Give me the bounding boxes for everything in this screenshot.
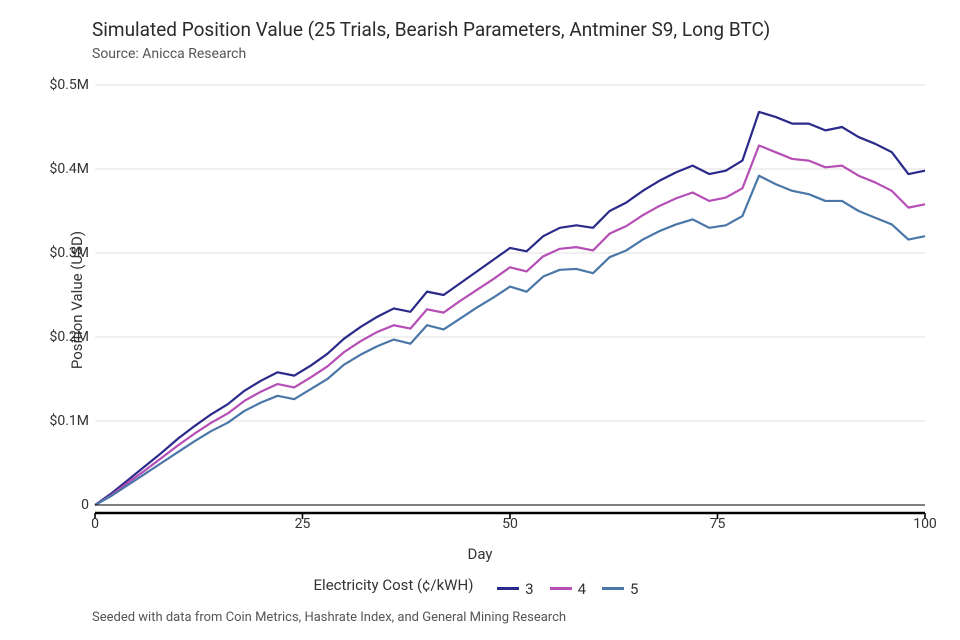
series-line-5: [95, 176, 925, 505]
legend-label: 5: [630, 580, 638, 598]
chart-svg: [95, 85, 925, 505]
y-tick-label: $0.5M: [34, 77, 89, 93]
x-tick-label: 100: [913, 516, 937, 532]
plot-area: [95, 85, 925, 505]
legend-item-5: 5: [602, 580, 638, 598]
chart-subtitle: Source: Anicca Research: [92, 46, 246, 62]
chart-footnote: Seeded with data from Coin Metrics, Hash…: [92, 610, 566, 625]
legend-label: 3: [525, 580, 533, 598]
series-line-4: [95, 145, 925, 505]
x-tick-label: 50: [502, 516, 518, 532]
legend-item-4: 4: [550, 580, 586, 598]
y-tick-label: $0.1M: [34, 413, 89, 429]
y-tick-label: $0.3M: [34, 245, 89, 261]
legend-item-3: 3: [497, 580, 533, 598]
chart-title: Simulated Position Value (25 Trials, Bea…: [92, 18, 770, 41]
x-axis-label: Day: [0, 545, 960, 563]
y-tick-label: $0.4M: [34, 161, 89, 177]
legend-title: Electricity Cost (¢/kWH): [314, 576, 474, 594]
legend: Electricity Cost (¢/kWH) 3 4 5: [0, 576, 960, 598]
legend-swatch: [497, 587, 519, 590]
y-tick-label: 0: [34, 497, 89, 513]
legend-swatch: [602, 587, 624, 590]
y-tick-label: $0.2M: [34, 329, 89, 345]
x-tick-label: 25: [295, 516, 311, 532]
x-tick-label: 0: [91, 516, 99, 532]
series-line-3: [95, 112, 925, 505]
legend-swatch: [550, 587, 572, 590]
legend-label: 4: [578, 580, 586, 598]
x-tick-label: 75: [710, 516, 726, 532]
